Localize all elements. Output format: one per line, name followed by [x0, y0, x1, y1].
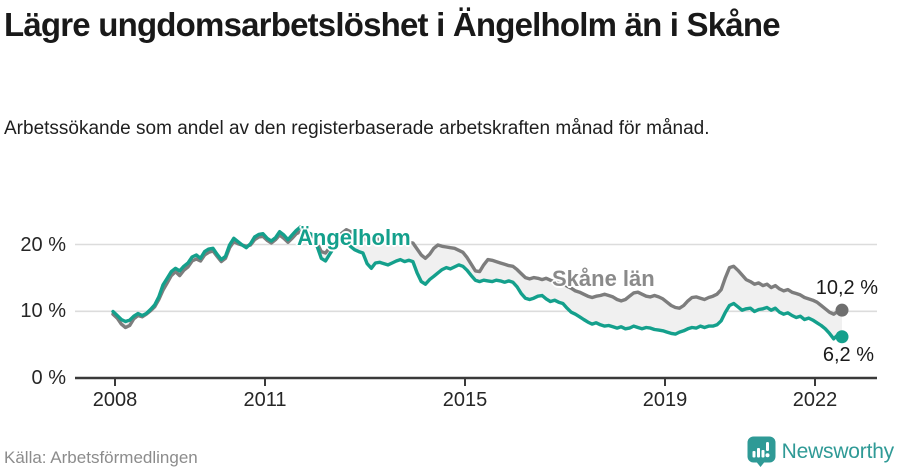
chart-title: Lägre ungdomsarbetslöshet i Ängelholm än…	[4, 6, 781, 43]
angelholm-series-label: Ängelholm	[297, 225, 411, 250]
area-between-series	[113, 227, 842, 339]
x-axis-label: 2019	[642, 389, 688, 411]
source-credit: Källa: Arbetsförmedlingen	[4, 448, 198, 467]
skane-end-value-label: 10,2 %	[815, 277, 878, 299]
newsworthy-logo-icon	[747, 436, 776, 467]
angelholm-end-dot	[835, 330, 849, 344]
x-axis-label: 2011	[243, 389, 287, 411]
newsworthy-logo-text: Newsworthy	[781, 439, 895, 463]
y-axis-label: 10 %	[20, 300, 66, 323]
skane-series-label: Skåne län	[552, 266, 655, 291]
skane-end-dot	[835, 303, 849, 317]
x-axis-label: 2008	[92, 389, 138, 411]
angelholm-line	[111, 225, 844, 341]
chart-subtitle: Arbetssökande som andel av den registerb…	[4, 118, 710, 139]
x-axis-ticks	[114, 378, 816, 386]
angelholm-end-value-label: 6,2 %	[822, 344, 874, 366]
x-axis-label: 2015	[442, 389, 488, 411]
y-axis-label: 0 %	[31, 367, 66, 389]
y-axis-label: 20 %	[20, 233, 66, 256]
newsworthy-logo: Newsworthy	[747, 436, 894, 467]
x-axis-label: 2022	[792, 389, 838, 411]
skane-line	[111, 227, 844, 330]
